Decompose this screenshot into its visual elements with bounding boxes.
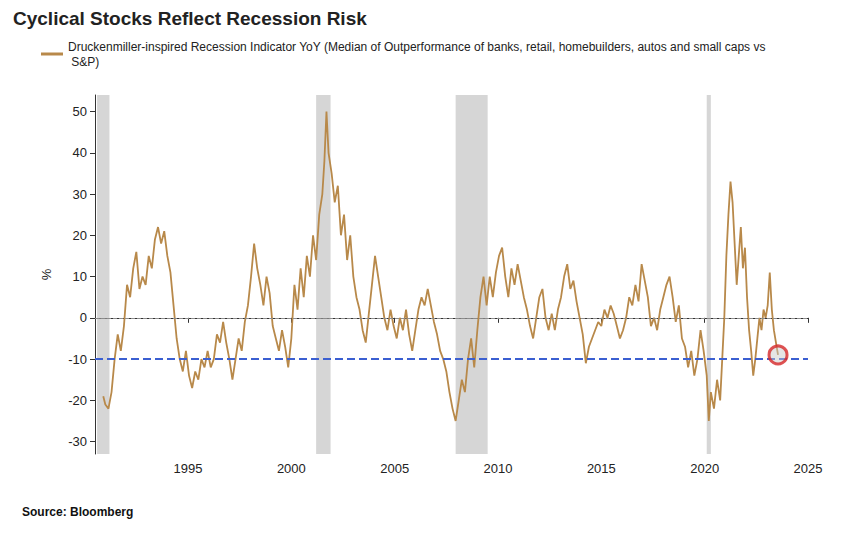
svg-text:2005: 2005	[380, 461, 409, 476]
svg-text:2025: 2025	[794, 461, 823, 476]
svg-text:Druckenmiller-inspired Recessi: Druckenmiller-inspired Recession Indicat…	[68, 40, 765, 54]
svg-text:Source: Bloomberg: Source: Bloomberg	[22, 505, 133, 519]
svg-text:2015: 2015	[587, 461, 616, 476]
svg-text:2020: 2020	[690, 461, 719, 476]
svg-text:-20: -20	[68, 393, 87, 408]
svg-text:Cyclical Stocks Reflect Recess: Cyclical Stocks Reflect Recession Risk	[13, 8, 367, 29]
svg-text:-30: -30	[68, 434, 87, 449]
svg-text:40: 40	[73, 145, 87, 160]
svg-text:%: %	[39, 268, 54, 280]
svg-text:50: 50	[73, 104, 87, 119]
svg-text:S&P): S&P)	[68, 55, 99, 69]
svg-text:30: 30	[73, 187, 87, 202]
svg-text:1995: 1995	[174, 461, 203, 476]
svg-text:-10: -10	[68, 352, 87, 367]
svg-text:0: 0	[80, 310, 87, 325]
svg-text:10: 10	[73, 269, 87, 284]
svg-text:2000: 2000	[277, 461, 306, 476]
svg-text:20: 20	[73, 228, 87, 243]
svg-text:2010: 2010	[484, 461, 513, 476]
